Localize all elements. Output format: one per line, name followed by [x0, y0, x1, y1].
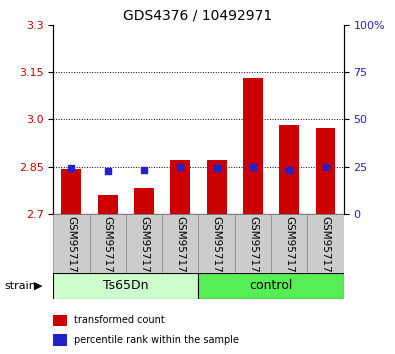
Bar: [98, 195, 118, 214]
Point: [322, 164, 329, 170]
Bar: [199, 273, 344, 299]
Text: GSM957174: GSM957174: [139, 216, 149, 279]
Bar: [62, 169, 81, 214]
Point: [213, 165, 220, 171]
Text: GSM957175: GSM957175: [175, 216, 185, 279]
Text: GSM957176: GSM957176: [212, 216, 222, 279]
Text: ▶: ▶: [34, 281, 42, 291]
Text: transformed count: transformed count: [74, 315, 165, 325]
Point: [68, 165, 75, 171]
Point: [250, 164, 256, 170]
Text: GSM957173: GSM957173: [103, 216, 113, 279]
Point: [105, 169, 111, 174]
Text: GSM957172: GSM957172: [66, 216, 77, 279]
Bar: [271, 214, 307, 274]
Text: GSM957178: GSM957178: [284, 216, 294, 279]
Bar: [316, 128, 335, 214]
Text: percentile rank within the sample: percentile rank within the sample: [74, 335, 239, 345]
Bar: [90, 214, 126, 274]
Bar: [170, 160, 190, 214]
Bar: [279, 125, 299, 214]
Bar: [53, 214, 90, 274]
Text: strain: strain: [4, 281, 36, 291]
Bar: [53, 273, 199, 299]
Point: [177, 164, 184, 169]
Text: control: control: [249, 279, 293, 292]
Text: Ts65Dn: Ts65Dn: [103, 279, 149, 292]
Bar: [235, 214, 271, 274]
Point: [286, 167, 292, 173]
Text: GDS4376 / 10492971: GDS4376 / 10492971: [123, 9, 272, 23]
Bar: [126, 214, 162, 274]
Bar: [162, 214, 199, 274]
Bar: [199, 214, 235, 274]
Bar: [307, 214, 344, 274]
Bar: [53, 334, 67, 346]
Bar: [243, 78, 263, 214]
Text: GSM957177: GSM957177: [248, 216, 258, 279]
Bar: [134, 188, 154, 214]
Bar: [53, 315, 67, 326]
Bar: [207, 160, 227, 214]
Point: [141, 167, 147, 172]
Text: GSM957179: GSM957179: [320, 216, 331, 279]
